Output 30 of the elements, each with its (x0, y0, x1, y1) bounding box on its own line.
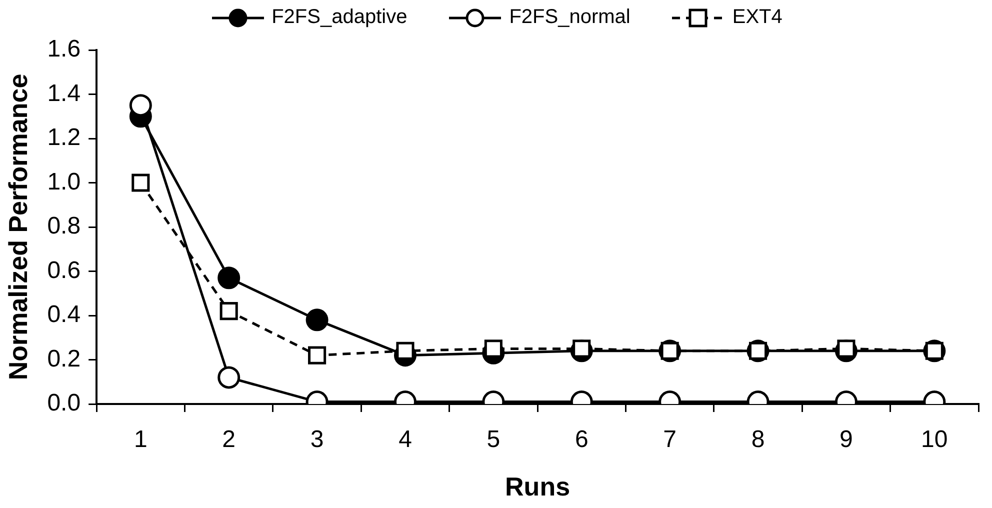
x-tick-label: 3 (310, 426, 324, 454)
y-tick-label: 0.0 (47, 390, 81, 417)
x-tick-label: 9 (840, 426, 853, 454)
point (306, 308, 328, 332)
point (308, 346, 326, 364)
y-tick-label: 1.0 (47, 168, 81, 196)
legend-label: F2FS_normal (509, 6, 630, 29)
x-tick-label: 10 (921, 426, 948, 454)
y-tick-label: 1.6 (47, 36, 81, 63)
x-tick-label: 6 (574, 426, 588, 454)
x-tick-label: 2 (222, 426, 236, 454)
x-tick-label: 8 (751, 426, 765, 454)
point (218, 266, 240, 290)
point (132, 174, 150, 192)
legend-label: EXT4 (732, 6, 782, 29)
x-tick-label: 7 (663, 426, 676, 454)
y-axis-title: Normalized Performance (2, 74, 33, 380)
x-tick-label: 5 (486, 426, 500, 454)
legend-label: F2FS_adaptive (272, 6, 408, 29)
x-axis-title: Runs (505, 472, 570, 502)
y-tick-label: 1.4 (47, 80, 81, 107)
x-tick-label: 4 (398, 426, 412, 454)
y-tick-label: 0.6 (47, 256, 81, 284)
point (220, 302, 238, 320)
y-tick-label: 1.2 (47, 124, 81, 152)
x-tick-label: 1 (134, 426, 148, 454)
y-tick-label: 0.2 (47, 345, 81, 372)
y-tick-label: 0.4 (47, 301, 81, 328)
y-tick-label: 0.8 (47, 212, 81, 240)
point (218, 366, 240, 389)
